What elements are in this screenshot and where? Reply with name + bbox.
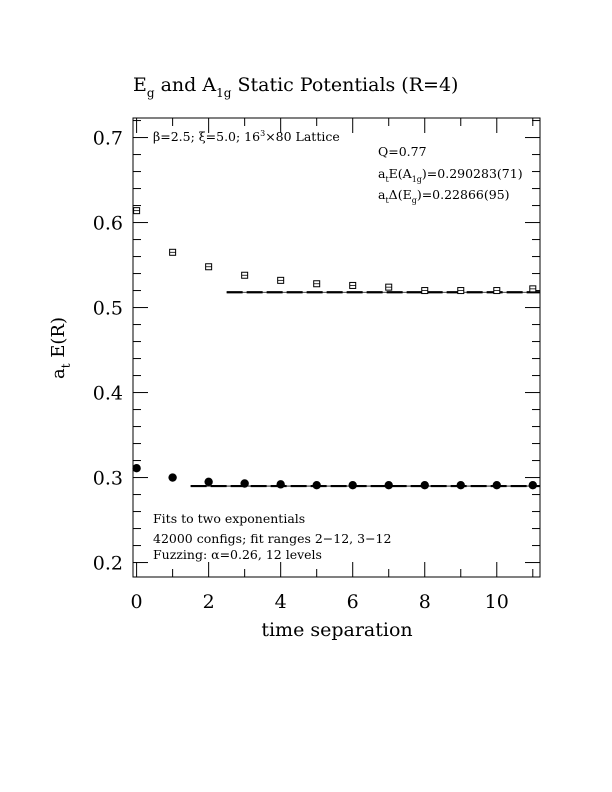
data-markers [132,207,537,490]
tick-labels: 0 2 4 6 8 10 0.2 0.3 0.4 0.5 0.6 0.7 [93,128,509,613]
fuzzing-note: Fuzzing: α=0.26, 12 levels [153,547,322,562]
data-point-circle [456,481,465,490]
data-point-circle [204,477,213,486]
y-tick-label: 0.4 [93,383,123,405]
lattice-annotation: β=2.5; ξ=5.0; 163×80 Lattice [153,129,340,144]
x-tick-label: 4 [275,591,287,613]
data-point-circle [348,481,357,490]
y-tick-label: 0.7 [93,128,123,150]
data-point-circle [276,480,285,489]
x-tick-label: 6 [347,591,359,613]
q-value-annotation: Q=0.77 [378,144,427,159]
y-axis-label: at E(R) [48,317,73,379]
y-tick-label: 0.3 [93,468,123,490]
data-point-circle [492,481,501,490]
axis-ticks [133,118,540,577]
gap-eg-annotation: atΔ(Eg)=0.22866(95) [378,187,510,205]
data-point-circle [420,481,429,490]
energy-a1g-annotation: atE(A1g)=0.290283(71) [378,166,523,184]
data-point-circle [168,473,177,482]
x-tick-label: 0 [131,591,143,613]
fit-lines [190,291,540,488]
data-point-circle [240,479,249,488]
chart-title: Eg and A1g Static Potentials (R=4) [133,74,458,100]
data-point-circle [528,481,537,490]
x-tick-label: 10 [485,591,509,613]
y-tick-label: 0.6 [93,213,123,235]
data-point-circle [132,464,141,473]
x-axis-label: time separation [261,619,412,641]
plot-frame [132,117,541,578]
data-point-circle [312,481,321,490]
x-tick-label: 8 [419,591,431,613]
x-tick-label: 2 [203,591,215,613]
y-tick-label: 0.5 [93,298,123,320]
y-tick-label: 0.2 [93,553,123,575]
data-point-circle [384,481,393,490]
configs-note: 42000 configs; fit ranges 2−12, 3−12 [153,531,391,546]
fit-note: Fits to two exponentials [153,511,305,526]
